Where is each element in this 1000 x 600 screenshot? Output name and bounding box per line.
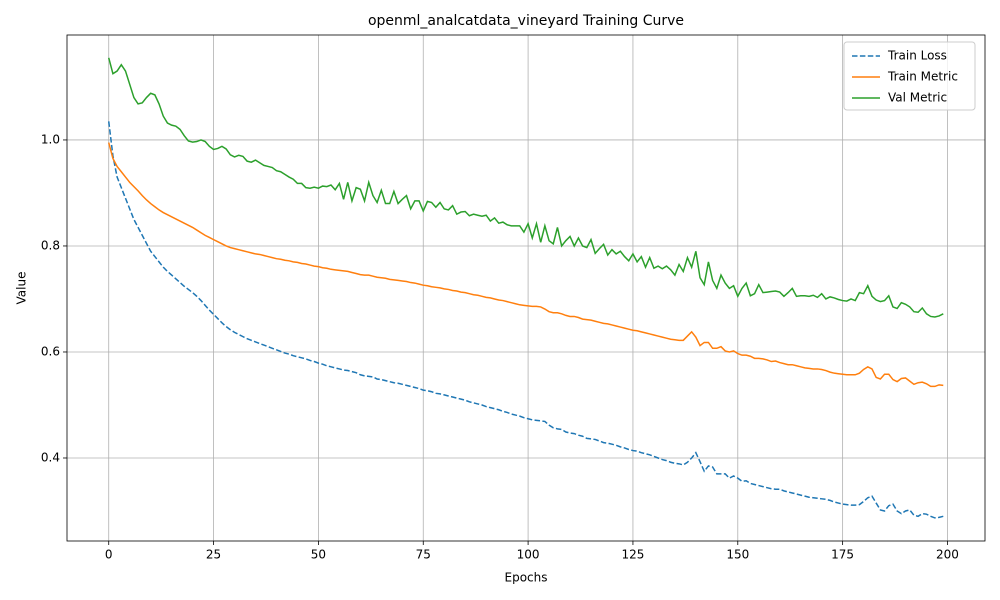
x-tick-label: 0: [105, 548, 113, 562]
legend-label: Train Loss: [887, 49, 947, 63]
y-tick-label: 0.8: [41, 238, 60, 252]
series-line: [108, 57, 944, 318]
y-tick-label: 0.6: [41, 344, 60, 358]
x-axis-label: Epochs: [505, 571, 548, 585]
legend-label: Val Metric: [888, 91, 947, 105]
y-tick-label: 1.0: [41, 132, 60, 146]
plot-frame: [66, 34, 986, 542]
x-tick-label: 25: [206, 548, 221, 562]
series-line: [107, 121, 944, 519]
x-tick-label: 75: [416, 548, 431, 562]
x-tick-label: 200: [936, 548, 959, 562]
x-tick-label: 150: [726, 548, 749, 562]
chart-title: openml_analcatdata_vineyard Training Cur…: [368, 13, 684, 29]
legend-box: [843, 41, 976, 111]
legend-label: Train Metric: [887, 70, 958, 84]
series-line: [108, 142, 944, 388]
x-tick-label: 125: [621, 548, 644, 562]
x-tick-label: 100: [517, 548, 540, 562]
x-tick-label: 50: [311, 548, 326, 562]
y-tick-label: 0.4: [41, 450, 60, 464]
legend: Train Loss Train Metric Val Metric: [843, 41, 976, 111]
y-axis-label: Value: [15, 272, 29, 305]
x-tick-label: 175: [831, 548, 854, 562]
